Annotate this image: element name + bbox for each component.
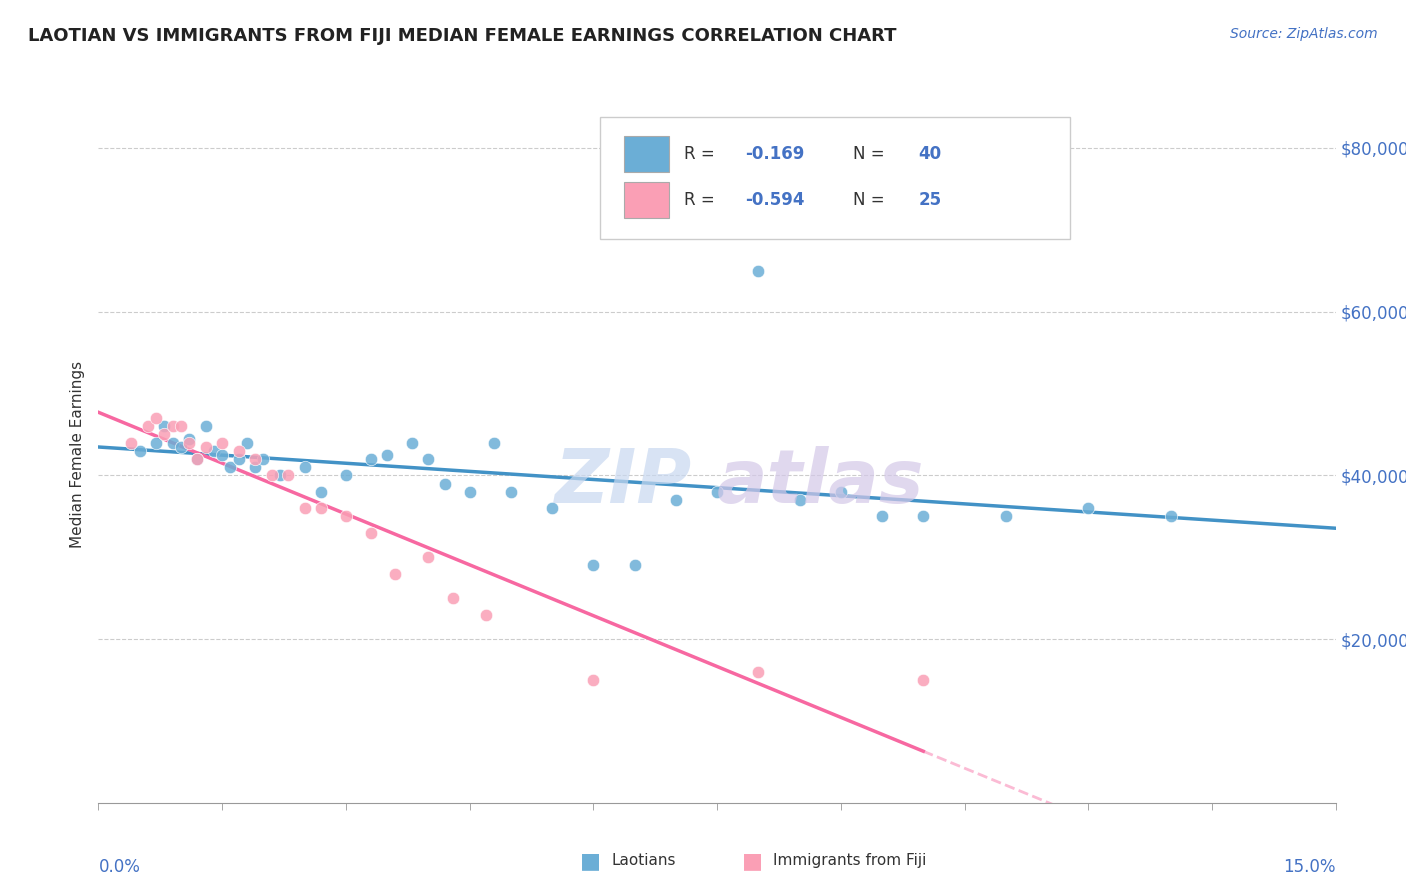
Point bbox=[912, 673, 935, 687]
Point bbox=[375, 448, 398, 462]
Point bbox=[360, 452, 382, 467]
Text: Source: ZipAtlas.com: Source: ZipAtlas.com bbox=[1230, 27, 1378, 41]
Point bbox=[309, 501, 332, 516]
Point bbox=[194, 419, 217, 434]
Point bbox=[236, 435, 259, 450]
Point bbox=[260, 468, 283, 483]
Point bbox=[153, 427, 176, 442]
Point bbox=[1160, 509, 1182, 524]
Text: ■: ■ bbox=[581, 851, 600, 871]
Point bbox=[128, 443, 150, 458]
Point bbox=[186, 452, 208, 467]
Text: Immigrants from Fiji: Immigrants from Fiji bbox=[773, 854, 927, 868]
Point bbox=[1077, 501, 1099, 516]
Point bbox=[277, 468, 299, 483]
Point bbox=[294, 501, 316, 516]
Point bbox=[747, 665, 769, 679]
Text: N =: N = bbox=[853, 145, 890, 163]
Point bbox=[360, 525, 382, 540]
Point bbox=[179, 435, 201, 450]
FancyBboxPatch shape bbox=[599, 118, 1070, 239]
Point bbox=[994, 509, 1017, 524]
Point bbox=[162, 435, 184, 450]
Point bbox=[202, 443, 225, 458]
Point bbox=[623, 558, 645, 573]
Point bbox=[458, 484, 481, 499]
Point bbox=[153, 419, 176, 434]
Point bbox=[145, 411, 167, 425]
Point bbox=[441, 591, 464, 606]
Point bbox=[912, 509, 935, 524]
FancyBboxPatch shape bbox=[624, 182, 669, 219]
Text: R =: R = bbox=[683, 145, 720, 163]
Point bbox=[418, 550, 440, 565]
Text: R =: R = bbox=[683, 191, 720, 210]
Point bbox=[269, 468, 291, 483]
Point bbox=[335, 468, 357, 483]
Point bbox=[484, 435, 506, 450]
Text: ■: ■ bbox=[742, 851, 762, 871]
Point bbox=[170, 419, 193, 434]
Point bbox=[335, 509, 357, 524]
Point bbox=[870, 509, 893, 524]
Point bbox=[211, 448, 233, 462]
Point bbox=[243, 460, 266, 475]
Point bbox=[219, 460, 242, 475]
Point bbox=[401, 435, 423, 450]
Point bbox=[194, 440, 217, 454]
Point bbox=[582, 558, 605, 573]
Point bbox=[179, 432, 201, 446]
Point bbox=[309, 484, 332, 499]
Text: 15.0%: 15.0% bbox=[1284, 858, 1336, 877]
Point bbox=[294, 460, 316, 475]
Point bbox=[706, 484, 728, 499]
Point bbox=[120, 435, 142, 450]
Point bbox=[418, 452, 440, 467]
Point bbox=[789, 492, 811, 507]
Point bbox=[162, 419, 184, 434]
Text: Laotians: Laotians bbox=[612, 854, 676, 868]
Point bbox=[252, 452, 274, 467]
Y-axis label: Median Female Earnings: Median Female Earnings bbox=[69, 361, 84, 549]
Text: 25: 25 bbox=[918, 191, 942, 210]
Point bbox=[582, 673, 605, 687]
Text: N =: N = bbox=[853, 191, 890, 210]
Point bbox=[170, 440, 193, 454]
Text: 0.0%: 0.0% bbox=[98, 858, 141, 877]
Point bbox=[665, 492, 688, 507]
Text: -0.169: -0.169 bbox=[745, 145, 804, 163]
Point bbox=[384, 566, 406, 581]
Point bbox=[228, 443, 250, 458]
Point bbox=[830, 484, 852, 499]
Point bbox=[211, 435, 233, 450]
Point bbox=[136, 419, 159, 434]
Point bbox=[433, 476, 456, 491]
Text: ZIP: ZIP bbox=[555, 446, 692, 519]
Point bbox=[475, 607, 498, 622]
Text: LAOTIAN VS IMMIGRANTS FROM FIJI MEDIAN FEMALE EARNINGS CORRELATION CHART: LAOTIAN VS IMMIGRANTS FROM FIJI MEDIAN F… bbox=[28, 27, 897, 45]
Point bbox=[499, 484, 522, 499]
Point bbox=[145, 435, 167, 450]
Point bbox=[186, 452, 208, 467]
Text: -0.594: -0.594 bbox=[745, 191, 806, 210]
Point bbox=[541, 501, 564, 516]
Point bbox=[747, 264, 769, 278]
Text: 40: 40 bbox=[918, 145, 942, 163]
Point bbox=[243, 452, 266, 467]
Text: atlas: atlas bbox=[717, 446, 925, 519]
Point bbox=[228, 452, 250, 467]
FancyBboxPatch shape bbox=[624, 136, 669, 172]
